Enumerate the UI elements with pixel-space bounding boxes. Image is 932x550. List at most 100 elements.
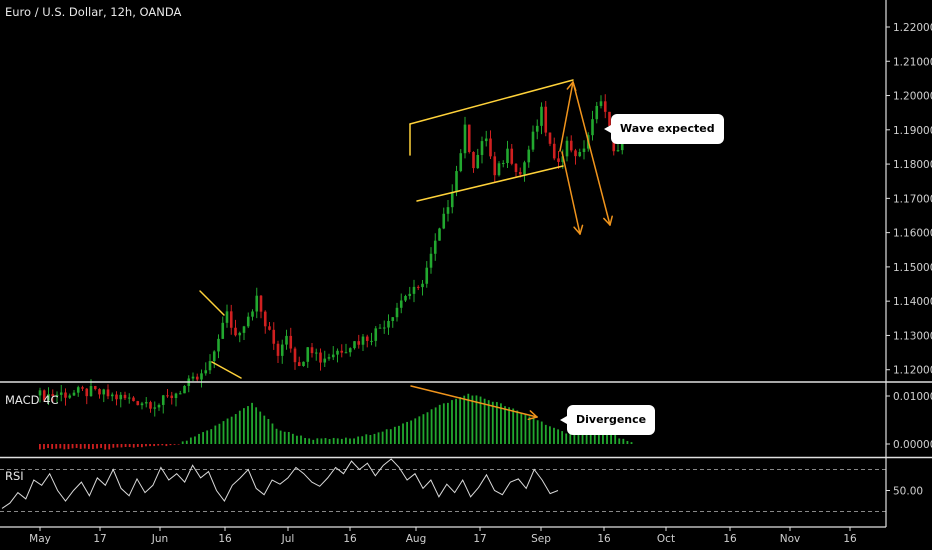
candle-body — [603, 101, 607, 112]
candle-body — [446, 207, 450, 214]
macd-bar — [442, 403, 445, 444]
macd-bar — [185, 440, 188, 444]
price-pane — [38, 94, 624, 417]
macd-bar — [549, 426, 551, 444]
macd-bar — [247, 406, 249, 444]
macd-bar — [540, 421, 543, 444]
macd-bar — [451, 400, 453, 444]
time-tick-label: Aug — [406, 533, 427, 545]
candle — [540, 102, 543, 135]
arrowhead — [566, 81, 574, 90]
candle — [480, 136, 484, 164]
macd-bar — [238, 410, 241, 444]
candle-body — [518, 171, 522, 175]
candle — [115, 391, 118, 406]
macd-bar — [385, 429, 388, 444]
candle-body — [484, 138, 488, 142]
price-tick-label: 1.12000 — [893, 365, 932, 377]
candle — [578, 148, 582, 158]
candle-body — [459, 153, 463, 172]
arrowhead — [579, 224, 584, 235]
rsi-tick-label: 50.00 — [893, 486, 923, 498]
candle-body — [157, 404, 161, 408]
candle-body — [544, 106, 548, 133]
candle-body — [620, 141, 624, 151]
macd-bar — [149, 444, 151, 447]
macd-bar — [165, 444, 168, 447]
candle — [217, 334, 220, 359]
macd-bar — [316, 438, 319, 444]
candle-body — [497, 163, 501, 176]
flag-trendline-upper — [199, 290, 225, 316]
macd-bar — [508, 407, 510, 444]
candle-body — [361, 336, 365, 345]
arrowhead — [529, 410, 538, 418]
candle-body — [76, 387, 80, 393]
time-tick-label: 16 — [843, 533, 857, 545]
candle-body — [608, 111, 611, 127]
candle — [149, 400, 152, 413]
macd-bar — [381, 431, 384, 444]
macd-bar — [283, 431, 286, 444]
time-tick-label: Oct — [657, 533, 675, 545]
flag-trendline-lower — [211, 361, 242, 379]
macd-bar — [255, 407, 258, 444]
price-tick-label: 1.14000 — [893, 296, 932, 308]
candle — [501, 160, 505, 168]
macd-bar — [504, 406, 506, 444]
candle-body — [136, 401, 140, 406]
channel-trendline-lower — [416, 165, 564, 202]
candle-body — [353, 341, 356, 349]
macd-bar — [520, 412, 523, 444]
macd-bar — [300, 435, 302, 444]
candle — [268, 322, 271, 331]
macd-bar — [573, 433, 576, 444]
candle-body — [344, 352, 348, 354]
candle-body — [183, 385, 186, 394]
macd-bar — [553, 427, 555, 444]
macd-bar — [100, 444, 102, 448]
candle — [255, 287, 259, 319]
candle — [399, 293, 403, 314]
price-tick-label: 1.17000 — [893, 193, 932, 205]
macd-bar — [226, 418, 229, 444]
candle — [263, 310, 267, 334]
candle — [47, 387, 50, 405]
candle-body — [552, 143, 556, 159]
candle-body — [123, 394, 127, 399]
candle-body — [51, 394, 55, 397]
macd-bar — [206, 430, 209, 444]
macd-bar — [581, 432, 584, 444]
candle-body — [200, 373, 203, 380]
candle-body — [293, 348, 297, 363]
macd-bar — [328, 439, 331, 444]
candle — [119, 392, 123, 408]
candle-body — [98, 389, 101, 395]
candle-body — [565, 140, 569, 157]
candle — [136, 400, 140, 406]
macd-bar — [614, 434, 617, 444]
candle-body — [336, 350, 339, 355]
price-tick-label: 1.20000 — [893, 91, 932, 103]
candle — [81, 385, 84, 391]
time-tick-label: 17 — [473, 533, 486, 545]
candle — [463, 116, 467, 159]
macd-bar — [361, 436, 364, 444]
macd-bar — [455, 398, 457, 444]
candle — [446, 200, 450, 222]
candle — [331, 346, 335, 361]
candle — [195, 373, 199, 382]
candle — [64, 388, 67, 406]
rsi-line — [1, 458, 559, 509]
arrowhead — [527, 416, 538, 421]
macd-bar — [59, 444, 62, 449]
candle — [110, 392, 114, 402]
candle-body — [455, 171, 458, 193]
candle — [408, 286, 412, 300]
candle — [234, 319, 237, 337]
candle — [493, 151, 497, 182]
macd-bar — [169, 444, 172, 446]
macd-bar — [524, 414, 527, 444]
candle-body — [178, 393, 182, 395]
